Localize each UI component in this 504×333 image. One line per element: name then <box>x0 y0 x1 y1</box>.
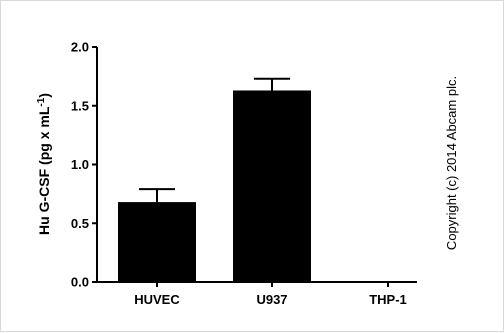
x-tick-labels: HUVEC U937 THP-1 <box>134 292 407 307</box>
y-axis-title-main: Hu G-CSF (pg x mL <box>36 106 52 235</box>
x-tick-label: THP-1 <box>369 292 407 307</box>
bar-u937 <box>233 90 311 282</box>
copyright-watermark: Copyright (c) 2014 Abcam plc. <box>444 76 459 250</box>
y-axis-title: Hu G-CSF (pg x mL-1) <box>36 93 53 235</box>
y-tick-label: 2.0 <box>71 40 89 55</box>
y-axis-title-suffix: ) <box>36 93 52 98</box>
x-tick-label: U937 <box>256 292 287 307</box>
y-ticks: 0.0 0.5 1.0 1.5 2.0 <box>71 40 97 290</box>
error-bars <box>139 77 290 203</box>
bar-huvec <box>118 202 196 282</box>
x-tick-label: HUVEC <box>134 292 180 307</box>
y-tick-label: 1.5 <box>71 98 89 113</box>
y-axis-title-superscript: -1 <box>36 97 47 106</box>
bars <box>118 90 311 282</box>
y-tick-label: 0.0 <box>71 275 89 290</box>
y-tick-label: 0.5 <box>71 216 89 231</box>
y-tick-label: 1.0 <box>71 157 89 172</box>
